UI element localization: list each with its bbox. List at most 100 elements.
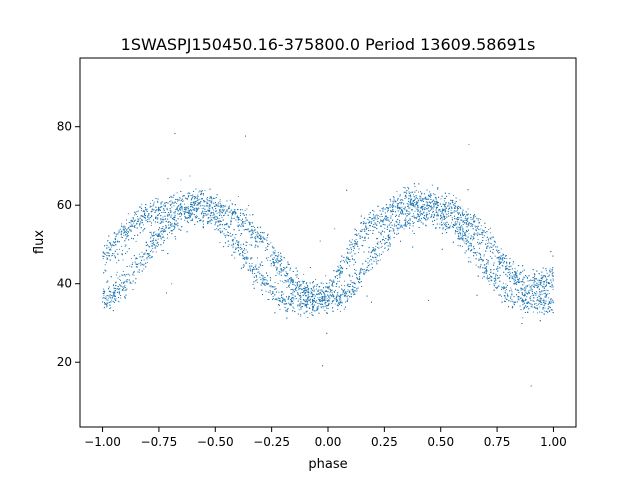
scatter-point (159, 231, 161, 233)
scatter-point (468, 143, 470, 145)
scatter-point (414, 205, 416, 207)
scatter-point (218, 217, 220, 219)
scatter-point (485, 232, 487, 234)
scatter-point (545, 289, 547, 291)
scatter-point (353, 290, 355, 292)
scatter-point (334, 228, 336, 230)
scatter-point (122, 274, 124, 276)
scatter-point (446, 214, 448, 216)
scatter-point (116, 271, 118, 273)
scatter-point (377, 237, 379, 240)
scatter-point (471, 223, 473, 225)
scatter-point (287, 279, 290, 281)
scatter-point (453, 206, 455, 208)
scatter-point (453, 210, 455, 212)
scatter-point (249, 244, 251, 246)
scatter-point (324, 310, 326, 312)
scatter-point (230, 216, 232, 218)
scatter-point (221, 231, 223, 233)
scatter-point (173, 205, 175, 207)
scatter-point (287, 308, 289, 310)
scatter-point (313, 289, 315, 291)
scatter-point (365, 232, 367, 234)
scatter-point (187, 193, 189, 195)
scatter-point (322, 307, 324, 309)
scatter-point (110, 249, 112, 251)
scatter-point (530, 306, 532, 308)
scatter-point (281, 296, 283, 299)
scatter-point (168, 201, 171, 203)
scatter-point (278, 291, 280, 293)
scatter-point (182, 211, 184, 213)
scatter-point (486, 277, 488, 279)
scatter-point (490, 270, 492, 272)
scatter-point (480, 218, 482, 220)
scatter-point (182, 195, 184, 197)
scatter-point (511, 299, 513, 301)
scatter-point (299, 297, 301, 299)
scatter-point (132, 262, 134, 264)
scatter-point (286, 286, 288, 289)
scatter-point (219, 242, 221, 244)
scatter-point (221, 204, 223, 207)
scatter-point (297, 278, 300, 280)
scatter-point (171, 214, 173, 216)
scatter-point (506, 299, 508, 301)
scatter-point (274, 281, 276, 284)
scatter-point (237, 221, 239, 224)
scatter-point (353, 294, 355, 296)
scatter-point (379, 216, 381, 218)
scatter-point (442, 216, 444, 218)
scatter-point (472, 217, 474, 219)
scatter-point (331, 302, 333, 304)
scatter-point (375, 245, 377, 248)
scatter-point (161, 220, 163, 223)
scatter-point (400, 199, 402, 201)
scatter-point (116, 262, 118, 264)
scatter-point (153, 237, 155, 240)
scatter-point (319, 240, 321, 242)
scatter-point (111, 244, 113, 246)
scatter-point (303, 273, 305, 275)
scatter-point (396, 190, 398, 193)
scatter-point (332, 281, 334, 283)
scatter-point (269, 260, 271, 262)
scatter-point (525, 291, 527, 293)
scatter-point (157, 238, 159, 240)
scatter-point (214, 223, 217, 225)
scatter-point (129, 265, 131, 267)
scatter-point (162, 221, 164, 223)
scatter-point (432, 208, 434, 210)
scatter-point (537, 308, 539, 310)
scatter-point (113, 290, 115, 292)
scatter-point (432, 211, 434, 213)
scatter-point (458, 230, 460, 232)
scatter-point (420, 196, 422, 198)
scatter-point (449, 206, 451, 208)
scatter-point (511, 300, 513, 302)
scatter-point (522, 317, 524, 319)
scatter-point (443, 222, 445, 224)
scatter-point (247, 205, 249, 207)
scatter-point (150, 233, 153, 235)
scatter-point (382, 210, 384, 212)
scatter-point (369, 229, 371, 232)
scatter-point (475, 228, 477, 231)
scatter-point (427, 214, 429, 216)
scatter-point (381, 243, 383, 245)
scatter-point (345, 291, 347, 293)
scatter-point (415, 189, 417, 191)
scatter-point (103, 294, 105, 296)
scatter-point (527, 290, 529, 292)
scatter-point (122, 250, 124, 252)
scatter-point (300, 301, 302, 303)
scatter-point (112, 285, 115, 287)
scatter-point (266, 280, 268, 282)
scatter-point (293, 299, 295, 301)
scatter-point (123, 234, 125, 236)
scatter-point (524, 305, 526, 307)
scatter-point (355, 238, 357, 240)
scatter-point (510, 300, 512, 302)
scatter-point (226, 208, 228, 210)
